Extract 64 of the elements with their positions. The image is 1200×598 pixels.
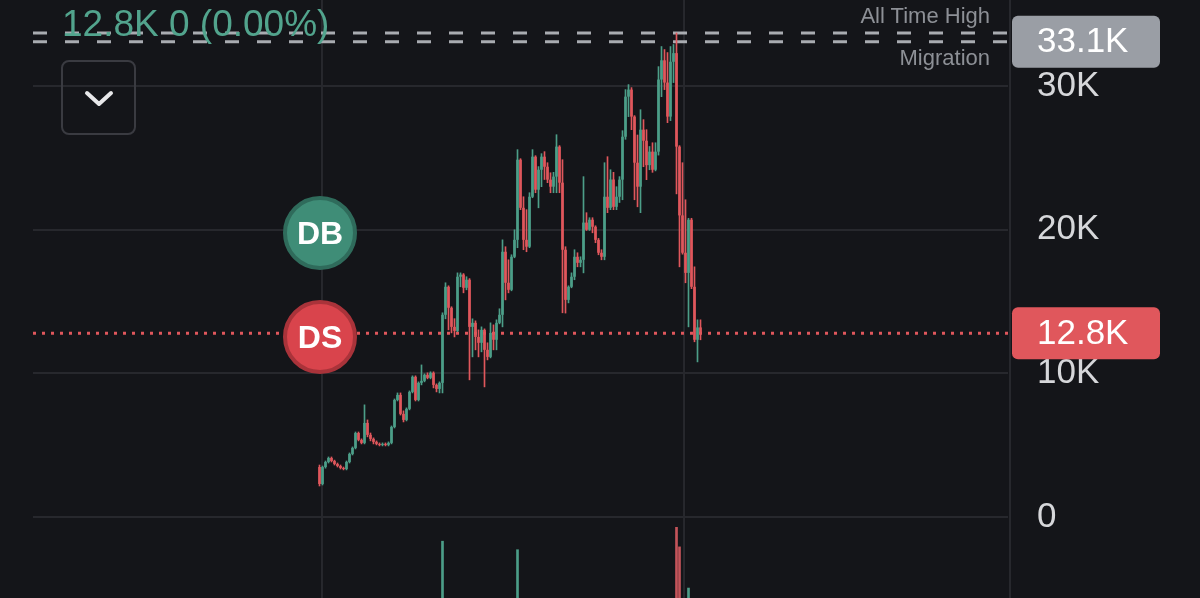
y-tick-label: 10K bbox=[1037, 351, 1100, 391]
candlestick bbox=[414, 375, 417, 402]
candlestick bbox=[432, 371, 435, 389]
round-badge: DB bbox=[283, 196, 357, 270]
candlestick bbox=[321, 465, 324, 486]
candlestick bbox=[378, 442, 381, 447]
candlestick bbox=[501, 239, 504, 328]
candlestick bbox=[336, 462, 339, 468]
y-tick-label: 20K bbox=[1037, 207, 1100, 247]
candlestick bbox=[384, 442, 387, 447]
candlestick bbox=[603, 162, 606, 261]
candlestick bbox=[447, 285, 450, 331]
candlestick bbox=[555, 134, 558, 194]
candlestick bbox=[648, 146, 651, 171]
candlestick bbox=[669, 46, 672, 121]
annotation: DS bbox=[297, 318, 343, 356]
y-tick-label: 0 bbox=[1037, 494, 1057, 534]
annotation: DB bbox=[296, 214, 344, 252]
candlestick bbox=[585, 212, 588, 231]
bar bbox=[675, 527, 678, 598]
candlestick bbox=[375, 440, 378, 446]
candlestick bbox=[465, 276, 468, 291]
candlestick bbox=[543, 151, 546, 180]
candlestick bbox=[588, 217, 591, 231]
candlestick bbox=[429, 371, 432, 380]
ref-line-label: All Time High bbox=[860, 3, 990, 29]
candlestick bbox=[504, 246, 507, 301]
bar bbox=[516, 549, 519, 598]
candlestick bbox=[612, 172, 615, 210]
candlestick bbox=[666, 52, 669, 123]
candlestick bbox=[372, 437, 375, 445]
ref-line-label: Migration bbox=[899, 44, 990, 70]
candlestick bbox=[609, 169, 612, 210]
candlestick bbox=[366, 419, 369, 438]
text: 33.1K bbox=[1037, 20, 1129, 60]
candlestick bbox=[489, 322, 492, 359]
candlestick bbox=[576, 252, 579, 268]
candlestick bbox=[456, 272, 459, 333]
candlestick bbox=[330, 456, 333, 463]
candlestick bbox=[606, 156, 609, 214]
bar bbox=[687, 587, 690, 598]
candlestick bbox=[471, 318, 474, 358]
chart-title: 12.8K 0 (0.00%) bbox=[62, 3, 330, 44]
candlestick bbox=[651, 142, 654, 173]
candlestick bbox=[339, 464, 342, 470]
y-tick-label: 30K bbox=[1037, 63, 1100, 103]
candlestick bbox=[363, 404, 366, 445]
candlestick bbox=[480, 326, 483, 353]
candlestick bbox=[462, 273, 465, 294]
candlestick bbox=[582, 176, 585, 274]
candlestick bbox=[687, 217, 690, 328]
candlestick bbox=[534, 155, 537, 194]
candlestick bbox=[381, 442, 384, 447]
round-badge: DS bbox=[283, 300, 357, 374]
candlestick bbox=[696, 319, 699, 363]
candlestick bbox=[333, 459, 336, 466]
candlestick bbox=[318, 464, 321, 487]
candlestick bbox=[639, 109, 642, 214]
candlestick bbox=[426, 372, 429, 380]
candlestick bbox=[483, 328, 486, 388]
ref-line-label: 12.8K bbox=[1037, 311, 1129, 351]
candlestick bbox=[357, 431, 360, 442]
candlestick bbox=[342, 466, 345, 471]
bar bbox=[441, 540, 444, 598]
